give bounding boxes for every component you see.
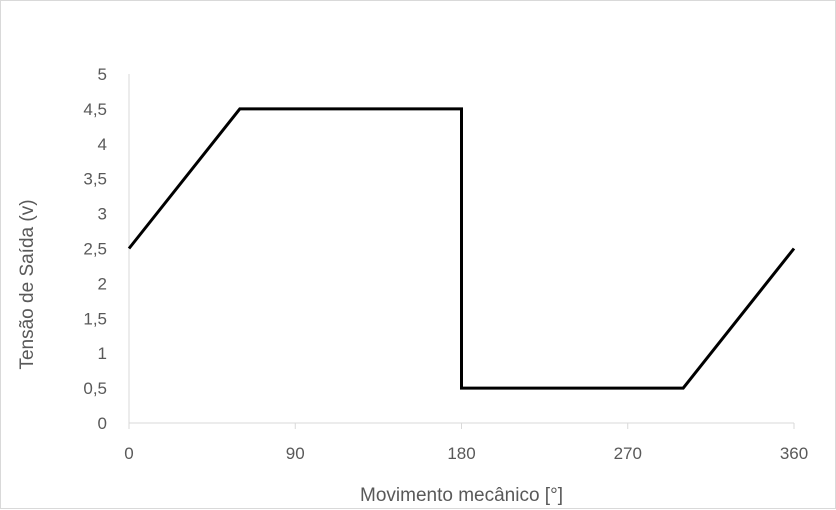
x-tick-marks [128, 423, 795, 429]
series-group [127, 107, 796, 390]
x-tick-labels: 0 90 180 270 360 [124, 444, 808, 463]
x-axis-title: Movimento mecânico [°] [360, 485, 563, 506]
y-tick-label: 4,5 [83, 100, 107, 119]
y-tick-label: 5 [98, 65, 107, 84]
y-axis-title: Tensão de Saída (v) [17, 199, 38, 369]
y-tick-label: 2 [98, 274, 107, 293]
y-tick-labels: 0 0,5 1 1,5 2 2,5 3 3,5 4 4,5 5 [83, 65, 107, 433]
y-tick-label: 1 [98, 344, 107, 363]
x-tick-label: 360 [780, 444, 808, 463]
x-tick-label: 180 [447, 444, 475, 463]
y-tick-label: 0 [98, 414, 107, 433]
x-tick-label: 90 [286, 444, 305, 463]
y-tick-label: 4 [98, 135, 107, 154]
series-line [127, 107, 796, 390]
x-tick-label: 270 [614, 444, 642, 463]
y-tick-label: 3,5 [83, 170, 107, 189]
y-tick-label: 1,5 [83, 309, 107, 328]
y-tick-label: 0,5 [83, 379, 107, 398]
x-tick-label: 0 [124, 444, 133, 463]
y-tick-label: 3 [98, 205, 107, 224]
y-tick-label: 2,5 [83, 240, 107, 259]
